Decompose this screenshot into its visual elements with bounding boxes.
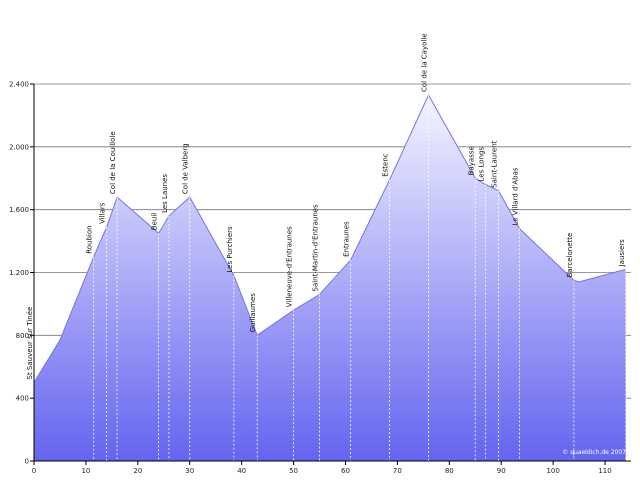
x-tick-label: 10 (81, 467, 90, 475)
waypoint-label: Villeneuve-d'Entraunes (286, 226, 294, 307)
waypoint-label: Saint-Laurent (491, 140, 499, 187)
waypoint-markers (33, 94, 627, 461)
waypoint-label: Roubion (86, 225, 94, 253)
waypoint-label: Estenc (382, 153, 390, 177)
x-tick-label: 80 (445, 467, 454, 475)
axes (30, 83, 631, 465)
x-tick-label: 20 (133, 467, 142, 475)
waypoint-label: St Sauveur sur Tinée (26, 307, 34, 380)
waypoint-label: Barcelonette (566, 233, 574, 278)
y-tick-label: 400 (16, 395, 29, 403)
tick-labels: 0 400 800 1.200 1.600 2.000 2.400 0 10 20 30 40 50 60… (9, 81, 612, 476)
x-tick-label: 70 (393, 467, 402, 475)
y-tick-label: 0 (25, 458, 29, 466)
waypoint-label: Les Purchiers (226, 226, 234, 273)
waypoint-label: Le Villard d'Abas (511, 167, 519, 225)
y-tick-label: 2.000 (9, 143, 29, 151)
credit-text: © quaeldich.de 2007 (562, 449, 626, 456)
waypoint-label: Les Longs (478, 147, 486, 182)
waypoint-label: Col de la Cayolle (421, 33, 429, 92)
y-tick-label: 1.200 (9, 269, 29, 277)
x-tick-label: 90 (497, 467, 506, 475)
y-tick-label: 1.600 (9, 206, 29, 214)
waypoint-label: Col de la Couillole (109, 131, 117, 194)
waypoint-label: Saint-Martin-d'Entraunes (312, 204, 320, 292)
waypoint-label: Les Launes (161, 174, 169, 213)
y-tick-label: 800 (16, 332, 29, 340)
waypoint-label: Villars (99, 202, 107, 224)
waypoint-label: Beuil (151, 213, 159, 230)
x-tick-label: 0 (32, 467, 36, 475)
waypoint-label: Entraunes (343, 221, 351, 257)
x-tick-label: 100 (546, 467, 559, 475)
x-tick-label: 50 (289, 467, 298, 475)
x-tick-label: 110 (598, 467, 611, 475)
x-tick-label: 40 (237, 467, 246, 475)
waypoint-label: Col de Valberg (182, 143, 190, 194)
elevation-line (33, 93, 626, 383)
waypoint-label: Bayasse (467, 146, 475, 175)
x-tick-label: 60 (341, 467, 350, 475)
waypoint-label: Guillaumes (249, 293, 257, 333)
waypoint-label: Jausiers (618, 239, 626, 268)
y-tick-label: 2.400 (9, 81, 29, 89)
x-tick-label: 30 (185, 467, 194, 475)
elevation-area (34, 95, 626, 461)
